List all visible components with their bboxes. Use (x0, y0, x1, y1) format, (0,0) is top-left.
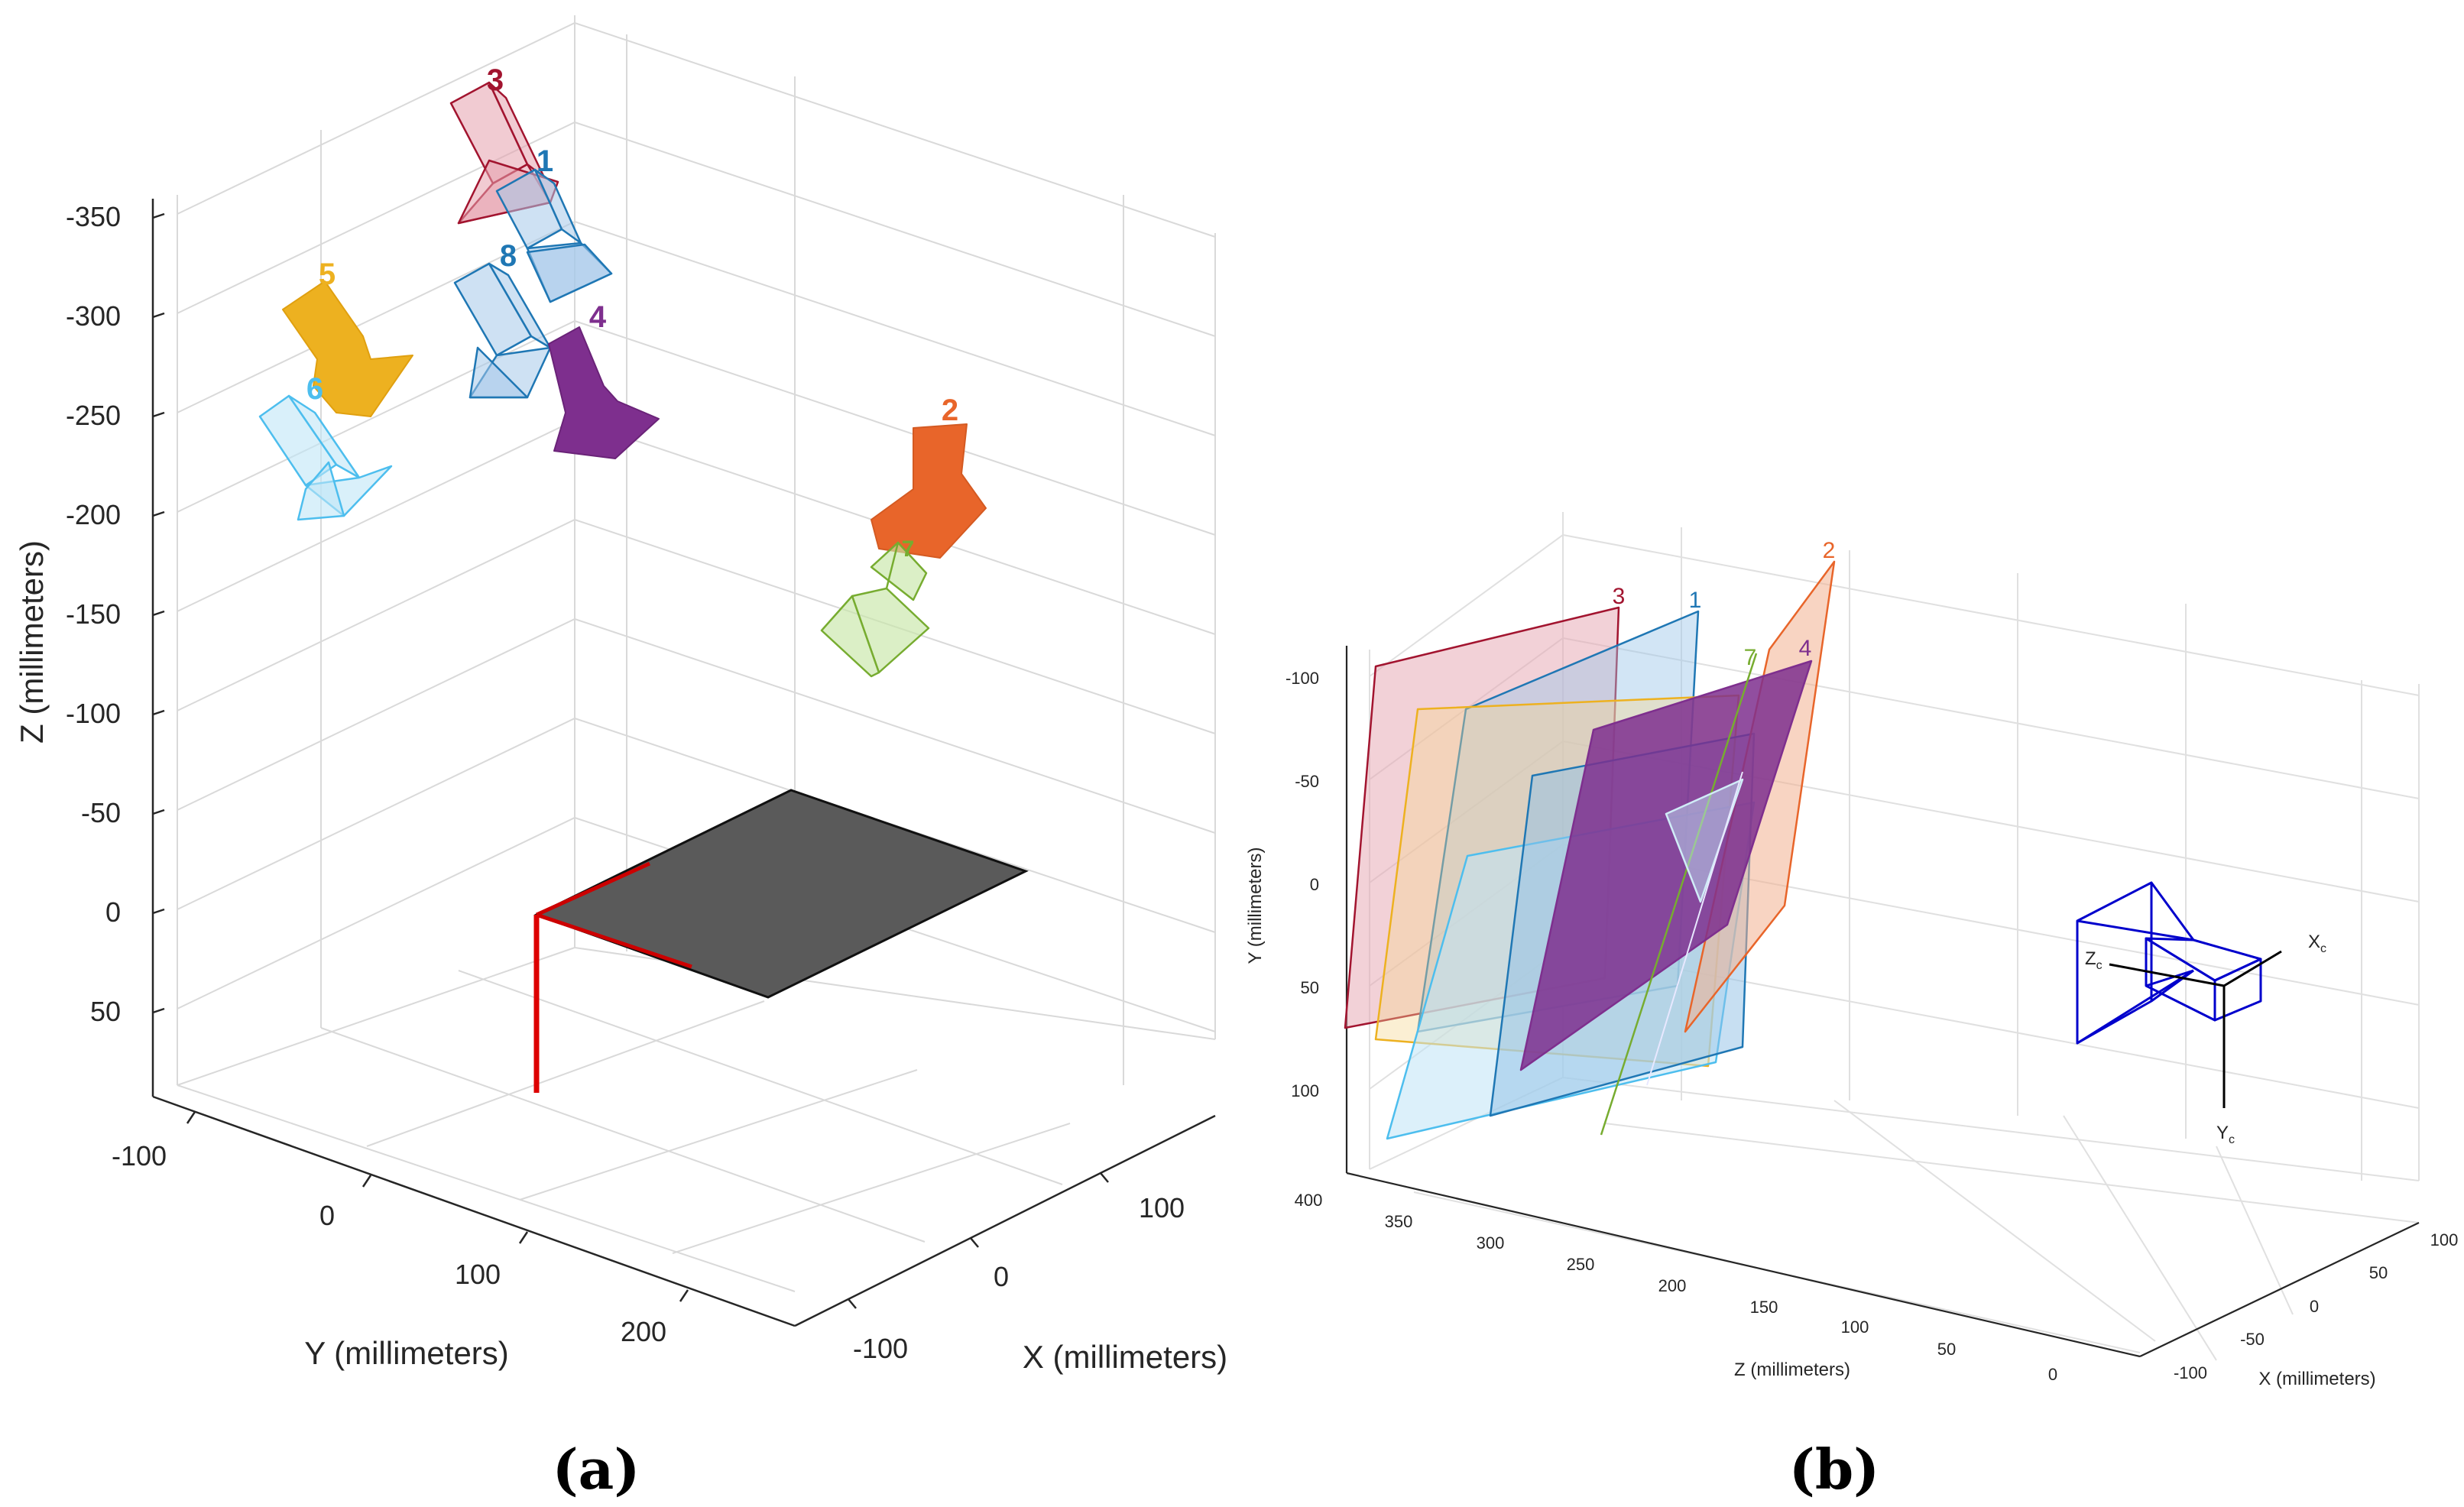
camera-axis-y-sub: c (2229, 1133, 2235, 1146)
z-tick-label: 250 (1567, 1255, 1595, 1274)
y-tick-label: 100 (1291, 1081, 1319, 1100)
camera-frame-axes (2109, 950, 2282, 1108)
camera-label-8: 8 (500, 239, 517, 273)
camera-axis-y-label: Yc (2216, 1123, 2235, 1146)
panel-b-x-ticklabels: 100 50 0 -50 -100 (2174, 1230, 2458, 1382)
z-tick-label: 50 (90, 996, 121, 1027)
plane-label-1: 1 (1689, 588, 1702, 613)
x-tick-label: -50 (2240, 1330, 2265, 1349)
plane-4 (1519, 660, 1813, 1071)
panel-b-planes (1344, 560, 1836, 1140)
z-tick-label: -300 (66, 300, 121, 332)
z-tick-label: 100 (1841, 1317, 1869, 1337)
panel-a-x-ticklabels: -100 0 100 (853, 1192, 1185, 1364)
camera-frame-labels: Xc Zc Yc (2085, 932, 2326, 1146)
panel-a-axes (151, 199, 1216, 1327)
plane-7-edge (1600, 653, 1758, 1136)
plane-label-2: 2 (1823, 538, 1836, 563)
world-axis-y (535, 861, 651, 917)
panel-b-axes (1345, 646, 2420, 1358)
y-tick-label: 0 (1310, 875, 1319, 894)
x-tick-label: 0 (2310, 1297, 2319, 1316)
y-tick-label: -100 (112, 1140, 167, 1172)
panel-a: -350 -300 -250 -200 -150 -100 -50 0 50 -… (14, 15, 1227, 1375)
world-axis-x (536, 912, 692, 969)
y-tick-label: 50 (1301, 978, 1319, 997)
panel-b-ylabel: Y (millimeters) (1245, 847, 1266, 964)
camera-7 (820, 541, 930, 678)
plane-label-4: 4 (1799, 636, 1812, 661)
panel-a-camera-labels: 3 1 8 5 4 6 2 7 (306, 63, 958, 562)
camera-8 (453, 262, 552, 399)
y-tick-label: 200 (621, 1316, 666, 1347)
caption-b: (b) (1789, 1437, 1879, 1502)
panel-a-z-ticklabels: -350 -300 -250 -200 -150 -100 -50 0 50 (66, 201, 121, 1027)
camera-model (2076, 881, 2262, 1045)
panel-b-xlabel: X (millimeters) (2258, 1369, 2375, 1389)
camera-5 (282, 280, 413, 417)
panel-b-plane-labels: 3 1 2 7 4 (1613, 538, 1836, 670)
z-tick-label: 150 (1750, 1298, 1778, 1317)
z-tick-label: 350 (1385, 1212, 1413, 1231)
x-tick-label: -100 (853, 1333, 908, 1364)
camera-label-4: 4 (589, 300, 607, 334)
z-tick-label: -50 (81, 797, 121, 828)
x-tick-label: 100 (1139, 1192, 1185, 1223)
calibration-board (533, 789, 1029, 999)
z-tick-label: -100 (66, 698, 121, 729)
camera-axis-x-letter: X (2308, 932, 2320, 952)
x-tick-label: 50 (2369, 1263, 2388, 1282)
y-tick-label: 100 (455, 1259, 501, 1290)
z-tick-label: 50 (1937, 1340, 1956, 1359)
camera-label-2: 2 (942, 394, 958, 427)
plane-label-7: 7 (1744, 645, 1757, 670)
camera-axis-x-label: Xc (2308, 932, 2326, 955)
camera-axis-z-sub: c (2096, 959, 2103, 972)
caption-a: (a) (553, 1437, 640, 1502)
panel-a-xlabel: X (millimeters) (1023, 1339, 1227, 1375)
camera-1 (495, 168, 613, 303)
x-tick-label: 100 (2430, 1230, 2459, 1249)
y-tick-label: -100 (1285, 669, 1319, 688)
y-tick-label: 0 (319, 1200, 335, 1231)
camera-label-7: 7 (902, 536, 915, 562)
z-tick-label: 0 (105, 896, 121, 928)
camera-axis-y-letter: Y (2216, 1123, 2229, 1143)
z-tick-label: -200 (66, 499, 121, 530)
panel-b-y-ticklabels: -100 -50 0 50 100 (1285, 669, 1319, 1100)
panel-a-zlabel: Z (millimeters) (14, 540, 50, 744)
camera-label-5: 5 (319, 258, 336, 291)
z-tick-label: 200 (1658, 1276, 1687, 1295)
camera-6 (258, 394, 393, 521)
panel-a-y-ticklabels: -100 0 100 200 (112, 1140, 666, 1347)
plane-label-3: 3 (1613, 584, 1626, 609)
camera-axis-z-label: Zc (2085, 948, 2103, 972)
y-tick-label: -50 (1295, 772, 1319, 791)
panel-a-z-tickmarks (152, 212, 1109, 1309)
camera-label-1: 1 (537, 144, 553, 178)
z-tick-label: 0 (2048, 1365, 2057, 1384)
camera-axis-z-letter: Z (2085, 948, 2096, 969)
camera-2 (871, 423, 987, 559)
panel-b-z-ticklabels: 400 350 300 250 200 150 100 50 0 (1295, 1191, 2057, 1384)
x-tick-label: -100 (2174, 1363, 2207, 1382)
panel-b: -100 -50 0 50 100 400 350 300 250 200 15… (1245, 512, 2458, 1389)
panel-b-zlabel: Z (millimeters) (1734, 1360, 1850, 1380)
z-tick-label: -150 (66, 598, 121, 630)
panel-a-gridlines (177, 15, 1216, 1292)
panel-a-ylabel: Y (millimeters) (304, 1335, 509, 1371)
z-tick-label: -250 (66, 400, 121, 431)
z-tick-label: 300 (1477, 1233, 1505, 1253)
camera-4 (548, 326, 660, 459)
z-tick-label: -350 (66, 201, 121, 232)
camera-label-3: 3 (487, 63, 504, 97)
x-tick-label: 0 (994, 1261, 1009, 1292)
camera-axis-x-sub: c (2320, 942, 2326, 955)
z-tick-label: 400 (1295, 1191, 1323, 1210)
camera-label-6: 6 (306, 372, 323, 406)
